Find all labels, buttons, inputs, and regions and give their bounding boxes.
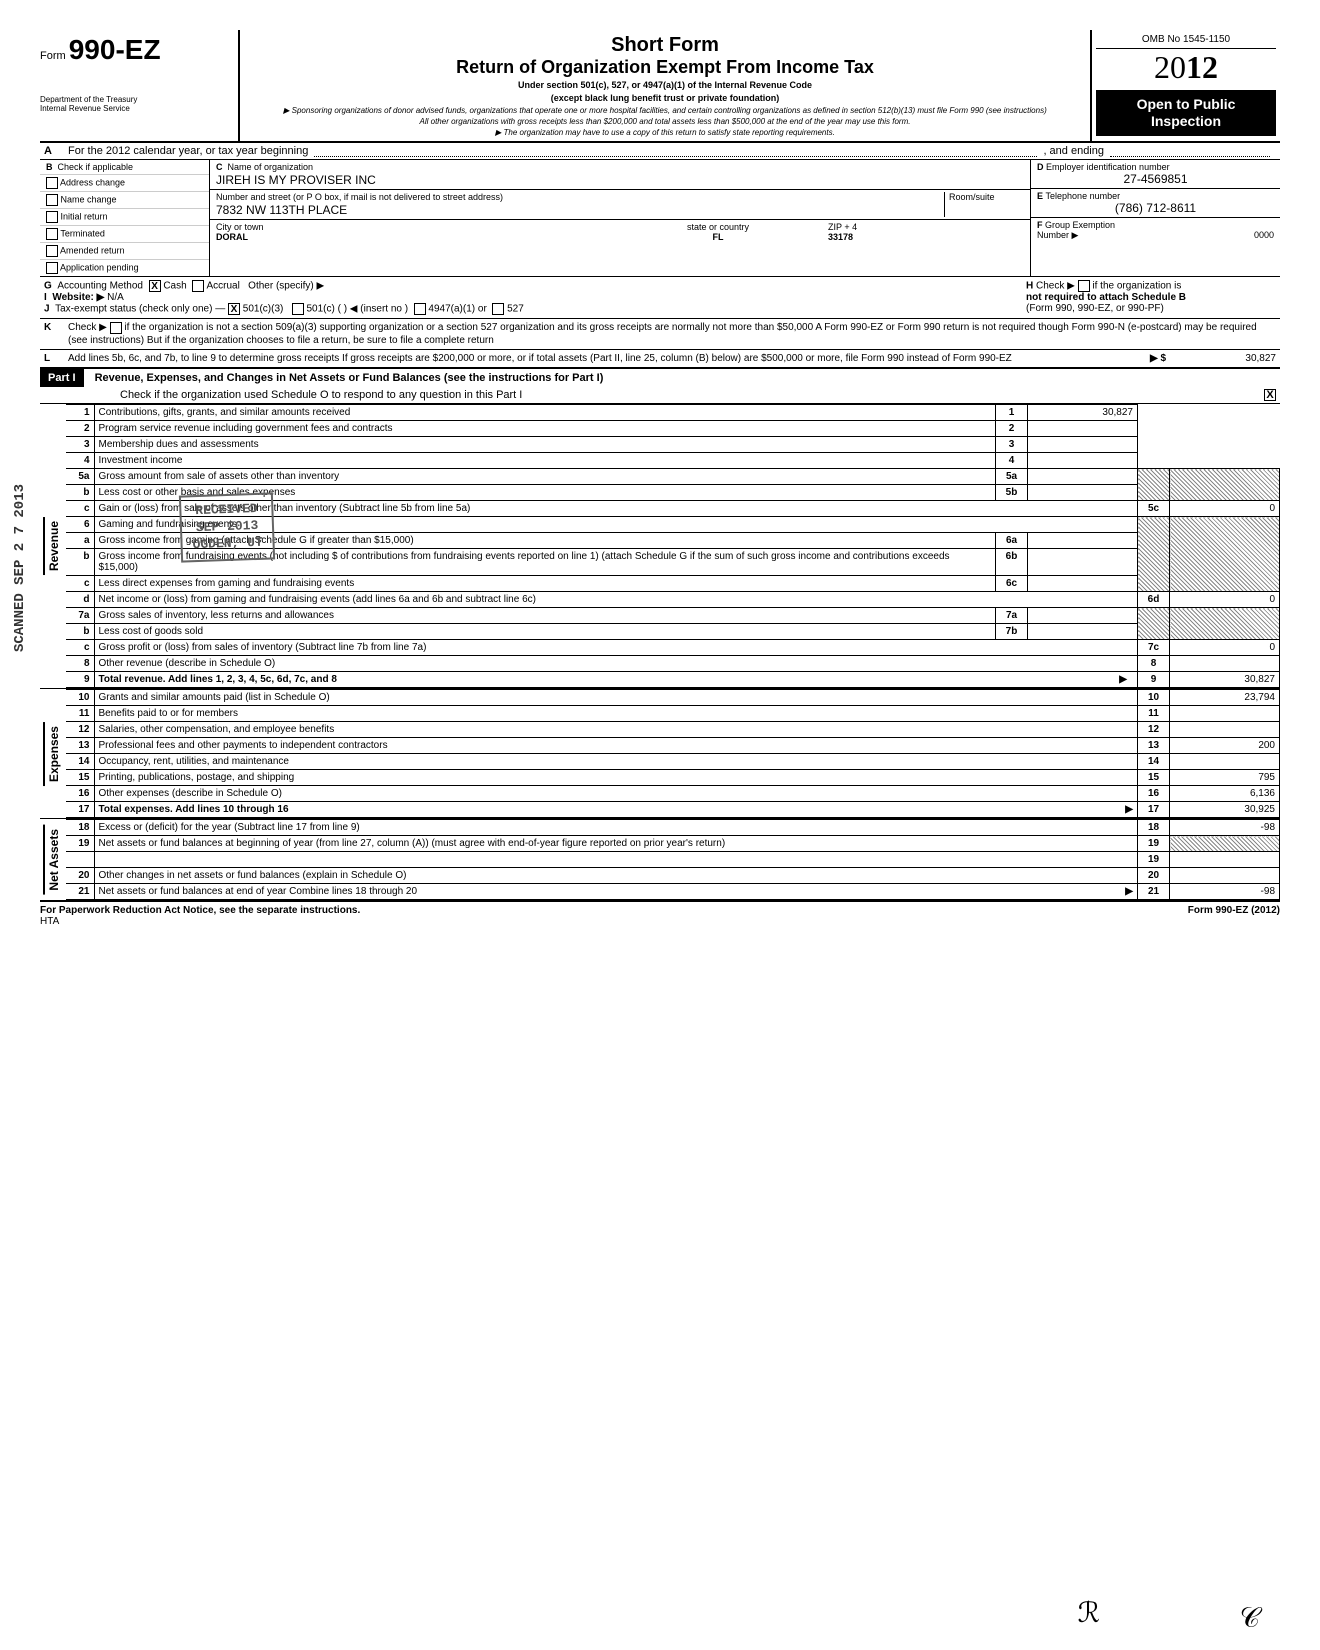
scanned-stamp: SCANNED SEP 2 7 2013 [12,484,28,652]
expenses-table: 10Grants and similar amounts paid (list … [66,689,1280,818]
row-l: L Add lines 5b, 6c, and 7b, to line 9 to… [40,350,1280,368]
omb-number: OMB No 1545-1150 [1096,34,1276,49]
check-k[interactable] [110,322,122,334]
sub2: (except black lung benefit trust or priv… [248,93,1082,104]
line16-amt: 6,136 [1170,786,1280,802]
identification-block: B Check if applicable Address change Nam… [40,160,1280,277]
part1-label: Part I [40,369,84,387]
check-name[interactable] [46,194,58,206]
line7c-amt: 0 [1170,640,1280,656]
zip: 33178 [828,232,853,242]
dept-irs: Internal Revenue Service [40,105,230,114]
line1-amt: 30,827 [1028,405,1138,421]
signature-2: 𝒞 [1240,1603,1260,1635]
group-number: 0000 [1254,230,1274,240]
form-header: Form 990-EZ Department of the Treasury I… [40,30,1280,143]
row-a-text: For the 2012 calendar year, or tax year … [68,145,308,157]
expenses-section: Expenses 10Grants and similar amounts pa… [40,689,1280,819]
part1-check[interactable]: X [1264,389,1276,401]
check-527[interactable] [492,303,504,315]
check-cash[interactable]: X [149,280,161,292]
check-amended[interactable] [46,245,58,257]
header-center: Short Form Return of Organization Exempt… [240,30,1090,141]
line6d-amt: 0 [1170,592,1280,608]
check-501c[interactable] [292,303,304,315]
paperwork-notice: For Paperwork Reduction Act Notice, see … [40,905,360,916]
form-title: Return of Organization Exempt From Incom… [248,57,1082,78]
line17-amt: 30,925 [1170,802,1280,818]
line18-amt: -98 [1170,820,1280,836]
line10-amt: 23,794 [1170,690,1280,706]
website: N/A [107,292,124,303]
row-g: G Accounting Method X Cash Accrual Other… [40,277,1280,319]
row-k: K Check ▶ if the organization is not a s… [40,319,1280,350]
form-ref: Form 990-EZ (2012) [1188,905,1280,927]
telephone: (786) 712-8611 [1037,201,1274,215]
sub1: Under section 501(c), 527, or 4947(a)(1)… [248,80,1082,91]
net-assets-table: 18Excess or (deficit) for the year (Subt… [66,819,1280,900]
part1-check-text: Check if the organization used Schedule … [120,389,1264,401]
line13-amt: 200 [1170,738,1280,754]
line5c-amt: 0 [1170,501,1280,517]
line9-amt: 30,827 [1170,672,1280,688]
check-501c3[interactable]: X [228,303,240,315]
net-assets-section: Net Assets 18Excess or (deficit) for the… [40,819,1280,902]
part1-header: Part I Revenue, Expenses, and Changes in… [40,368,1280,404]
row-a: A For the 2012 calendar year, or tax yea… [40,143,1280,160]
tel-label: Telephone number [1046,191,1121,201]
check-accrual[interactable] [192,280,204,292]
gross-receipts: 30,827 [1166,352,1276,365]
check-4947[interactable] [414,303,426,315]
received-stamp: RECEIVEDSEP 2013OGDEN, UT [179,493,275,563]
small2: All other organizations with gross recei… [248,117,1082,126]
check-pending[interactable] [46,262,58,274]
city: DORAL [216,232,248,242]
form-label: Form [40,50,66,62]
form-number: 990-EZ [69,34,161,65]
state: FL [713,232,724,242]
open-inspection: Open to Public Inspection [1096,90,1276,136]
check-terminated[interactable] [46,228,58,240]
street: 7832 NW 113TH PLACE [216,203,944,217]
room-label: Room/suite [949,192,995,202]
line15-amt: 795 [1170,770,1280,786]
revenue-section: SCANNED SEP 2 7 2013 Revenue 1Contributi… [40,404,1280,689]
check-h[interactable] [1078,280,1090,292]
side-expenses: Expenses [43,722,63,786]
street-label: Number and street (or P O box, if mail i… [216,192,503,202]
line21-amt: -98 [1170,884,1280,900]
small1: Sponsoring organizations of donor advise… [292,106,1047,115]
side-net-assets: Net Assets [43,825,63,895]
side-revenue: Revenue [43,517,63,575]
page-footer: For Paperwork Reduction Act Notice, see … [40,902,1280,927]
small3: The organization may have to use a copy … [504,128,835,137]
org-name: JIREH IS MY PROVISER INC [216,173,1024,187]
check-if-applicable: Check if applicable [58,162,134,172]
hta: HTA [40,916,59,927]
ein: 27-4569851 [1037,172,1274,186]
header-right: OMB No 1545-1150 2012 Open to Public Ins… [1090,30,1280,141]
check-initial[interactable] [46,211,58,223]
grp-label: Group Exemption [1045,220,1115,230]
header-left: Form 990-EZ Department of the Treasury I… [40,30,240,141]
check-address[interactable] [46,177,58,189]
short-form: Short Form [248,34,1082,57]
tax-year: 2012 [1096,49,1276,86]
part1-title: Revenue, Expenses, and Changes in Net As… [87,372,604,384]
ein-label: Employer identification number [1046,162,1170,172]
name-label: Name of organization [228,162,314,172]
signature-1: ℛ [1078,1596,1100,1630]
